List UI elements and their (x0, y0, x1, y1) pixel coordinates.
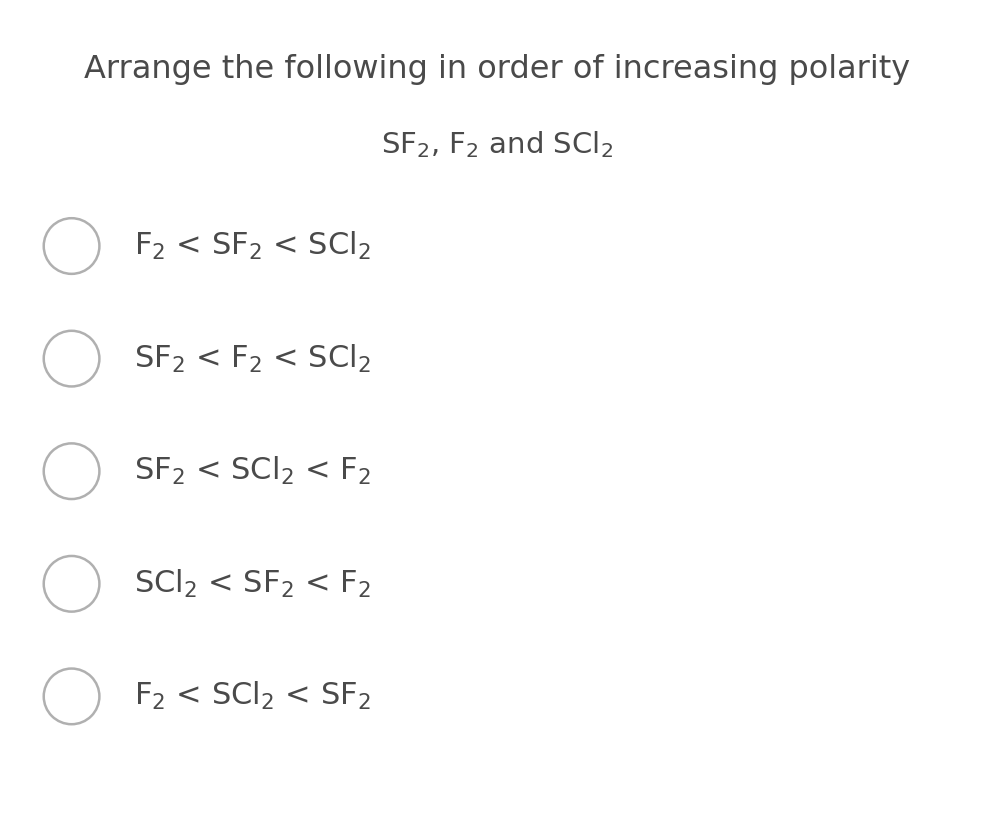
Text: SF$_2$, F$_2$ and SCl$_2$: SF$_2$, F$_2$ and SCl$_2$ (381, 129, 613, 160)
Text: F$_2$ < SF$_2$ < SCl$_2$: F$_2$ < SF$_2$ < SCl$_2$ (134, 230, 371, 262)
Text: Arrange the following in order of increasing polarity: Arrange the following in order of increa… (83, 54, 911, 85)
Text: SF$_2$ < F$_2$ < SCl$_2$: SF$_2$ < F$_2$ < SCl$_2$ (134, 343, 371, 374)
Text: F$_2$ < SCl$_2$ < SF$_2$: F$_2$ < SCl$_2$ < SF$_2$ (134, 681, 371, 712)
Text: SF$_2$ < SCl$_2$ < F$_2$: SF$_2$ < SCl$_2$ < F$_2$ (134, 455, 371, 487)
Text: SCl$_2$ < SF$_2$ < F$_2$: SCl$_2$ < SF$_2$ < F$_2$ (134, 568, 371, 600)
